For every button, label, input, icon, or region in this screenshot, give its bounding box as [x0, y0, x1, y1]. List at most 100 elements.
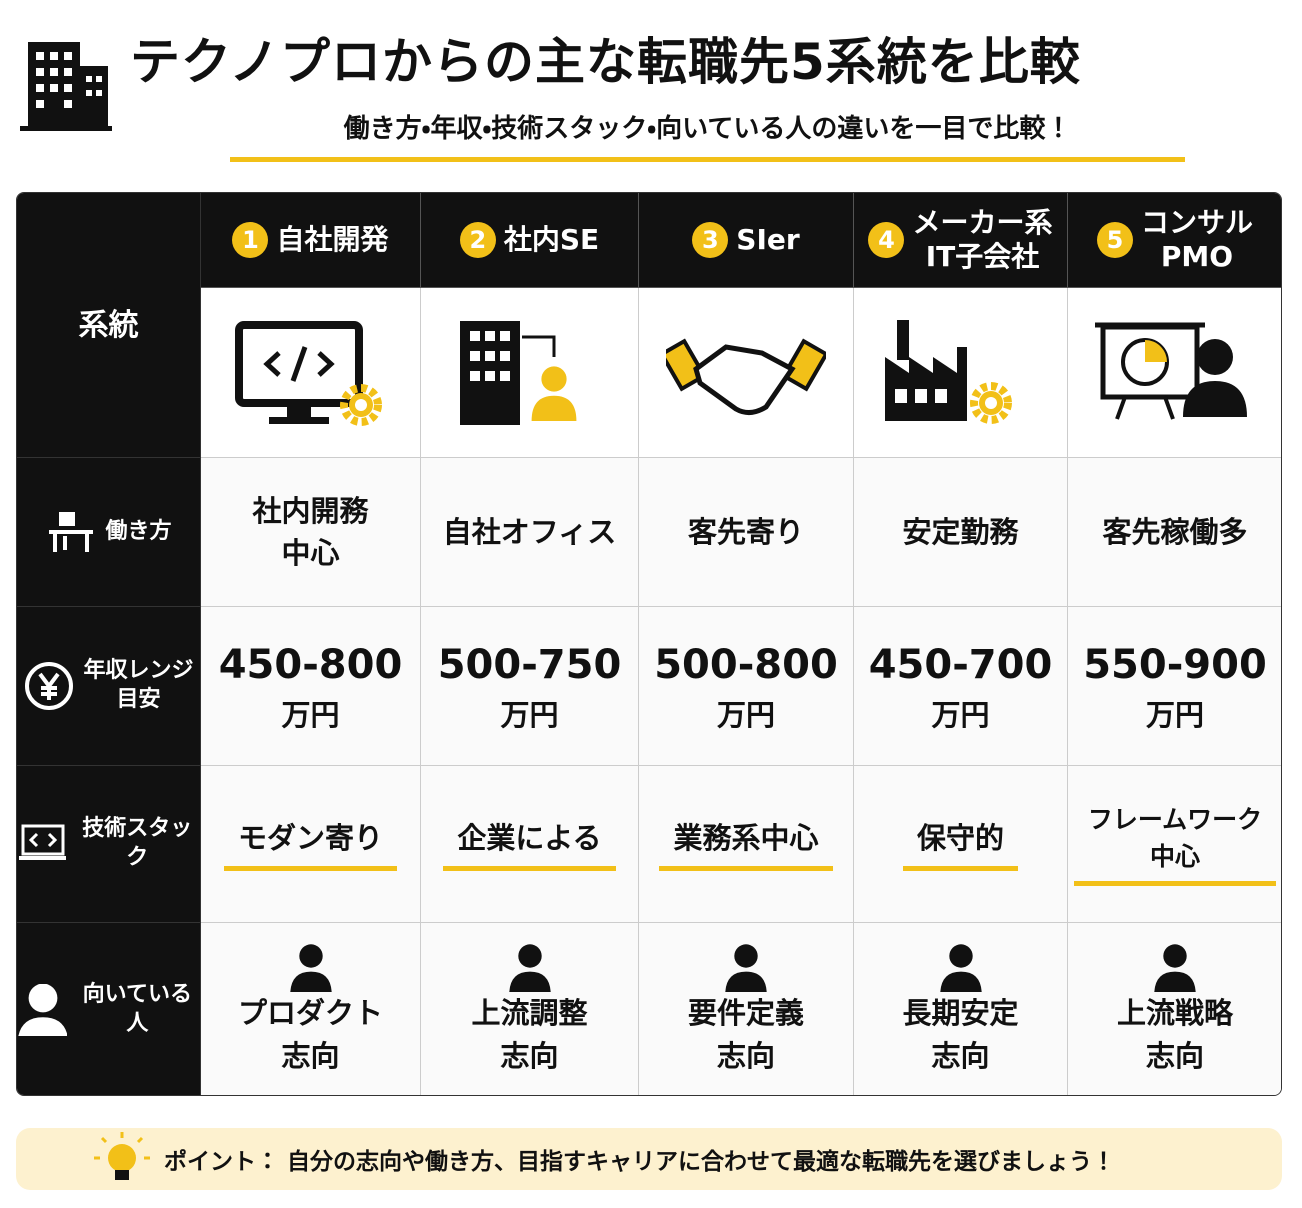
column-name: IT子会社 — [925, 240, 1040, 273]
row-label: 働き方 — [17, 458, 201, 607]
bulb-icon — [94, 1132, 150, 1180]
row-icon — [18, 983, 67, 1036]
column-name: 社内SE — [503, 223, 600, 257]
cell-lines: 500-750 万円 — [438, 636, 622, 736]
cell-text: プロダクト — [237, 996, 383, 1031]
cell-lines: 550-900 万円 — [1083, 636, 1267, 736]
cell-lines: 500-800 万円 — [654, 636, 838, 736]
cell-lines: 業務系中心 — [659, 817, 833, 871]
cell-text: 上流戦略 — [1116, 996, 1233, 1031]
row-label: 年収レンジ 目安 — [17, 607, 201, 766]
table-cell: 社内開務 中心 — [201, 458, 421, 607]
column-number: 1 — [232, 222, 269, 258]
person-icon — [508, 944, 551, 993]
column-icon — [666, 337, 826, 415]
column-name: SIer — [736, 223, 800, 257]
column-number: 5 — [1096, 222, 1133, 258]
icon-cell — [201, 288, 421, 458]
table-cell: モダン寄り — [201, 766, 421, 923]
row-label-text: 技術スタック — [82, 816, 193, 870]
column-header: 3 SIer — [639, 193, 854, 288]
cell-lines: 安定勤務 — [902, 511, 1018, 553]
table-cell: 企業による — [421, 766, 639, 923]
row-label-lines: 向いている人 — [75, 981, 200, 1038]
cell-text: 中心 — [1149, 841, 1200, 871]
person-icon — [1154, 944, 1196, 993]
table-cell: 450-700 万円 — [854, 607, 1068, 766]
table-cell: 客先寄り — [639, 458, 854, 607]
cell-text: 450-800 — [218, 641, 403, 688]
column-header: 5 コンサル PMO — [1068, 193, 1281, 288]
cell-text: 要件定義 — [687, 996, 804, 1031]
row-label: 向いている人 — [17, 923, 201, 1095]
icon-cell — [639, 288, 854, 458]
cell-lines: 要件定義 志向 — [688, 992, 804, 1076]
icon-cell — [1068, 288, 1281, 458]
row-label-lines: 技術スタック — [74, 815, 200, 872]
cell-text: 社内開務 — [252, 493, 369, 528]
subtitle: 働き方・年収・技術スタック・向いている人の違いを一目で比較！ — [230, 108, 1185, 162]
cell-text: フレームワーク — [1087, 805, 1263, 835]
cell-lines: フレームワーク 中心 — [1073, 802, 1277, 886]
row-label-lines: 働き方 — [105, 518, 171, 547]
column-icon — [459, 320, 576, 425]
table-cell: 自社オフィス — [421, 458, 639, 607]
icon-cell — [854, 288, 1068, 458]
cell-lines: 企業による — [443, 817, 616, 871]
row-icon — [25, 662, 74, 710]
cell-lines: 上流調整 志向 — [471, 992, 587, 1076]
cell-lines: 上流戦略 志向 — [1117, 992, 1233, 1076]
cell-text: 志向 — [281, 1038, 340, 1073]
comparison-table: 系統 1 自社開発 2 社内SE 3 SIer 4 メーカー系 IT子会社 5 コンサル PMO 働き方社… — [16, 192, 1282, 1096]
table-cell: 長期安定 志向 — [854, 923, 1068, 1095]
table-cell: 業務系中心 — [639, 766, 854, 923]
cell-text: 500-750 — [437, 641, 622, 688]
table-cell: 500-800 万円 — [639, 607, 854, 766]
cell-lines: 長期安定 志向 — [902, 992, 1018, 1076]
cell-text: 客先稼働多 — [1102, 514, 1248, 549]
cell-lines: 自社オフィス — [443, 511, 616, 553]
building-icon — [20, 42, 112, 131]
column-number: 2 — [459, 222, 496, 258]
cell-lines: 社内開務 中心 — [252, 490, 368, 574]
column-icon — [234, 320, 382, 426]
column-name-lines: 自社開発 — [276, 223, 388, 257]
person-icon — [725, 944, 767, 993]
title: テクノプロからの主な転職先5系統を比較 — [130, 33, 1081, 91]
table-cell: 安定勤務 — [854, 458, 1068, 607]
table-cell: 上流調整 志向 — [421, 923, 639, 1095]
cell-text: 志向 — [500, 1038, 559, 1073]
table-cell: 500-750 万円 — [421, 607, 639, 766]
table-cell: 上流戦略 志向 — [1068, 923, 1281, 1095]
cell-text: 長期安定 — [902, 996, 1019, 1031]
column-number: 4 — [868, 222, 905, 258]
cell-lines: 450-800 万円 — [219, 636, 403, 736]
corner-cell: 系統 — [17, 193, 201, 458]
row-icon — [49, 512, 94, 552]
row-label-text: 働き方 — [105, 518, 172, 544]
cell-text: 万円 — [716, 697, 775, 732]
cell-lines: 保守的 — [902, 817, 1018, 871]
table-cell: プロダクト 志向 — [201, 923, 421, 1095]
cell-lines: 客先稼働多 — [1102, 511, 1247, 553]
cell-text: 万円 — [931, 697, 990, 732]
row-label-text: 向いている人 — [82, 981, 192, 1036]
point-text: 自分の志向や働き方、目指すキャリアに合わせて最適な転職先を選びましょう！ — [287, 1149, 1115, 1175]
column-number: 3 — [692, 222, 729, 258]
cell-text: 業務系中心 — [673, 821, 819, 856]
table-cell: 450-800 万円 — [201, 607, 421, 766]
cell-text: モダン寄り — [237, 821, 383, 856]
column-name-lines: 社内SE — [504, 223, 599, 257]
cell-text: 安定勤務 — [902, 514, 1019, 549]
table-cell: 客先稼働多 — [1068, 458, 1281, 607]
column-name: コンサル — [1140, 206, 1253, 240]
cell-text: 万円 — [281, 697, 340, 732]
row-label-text: 目安 — [116, 687, 161, 712]
column-header: 1 自社開発 — [201, 193, 421, 288]
cell-text: 500-800 — [654, 641, 838, 688]
cell-lines: モダン寄り — [223, 817, 397, 871]
person-icon — [939, 944, 982, 993]
cell-lines: プロダクト 志向 — [238, 992, 383, 1076]
table-cell: 550-900 万円 — [1068, 607, 1281, 766]
